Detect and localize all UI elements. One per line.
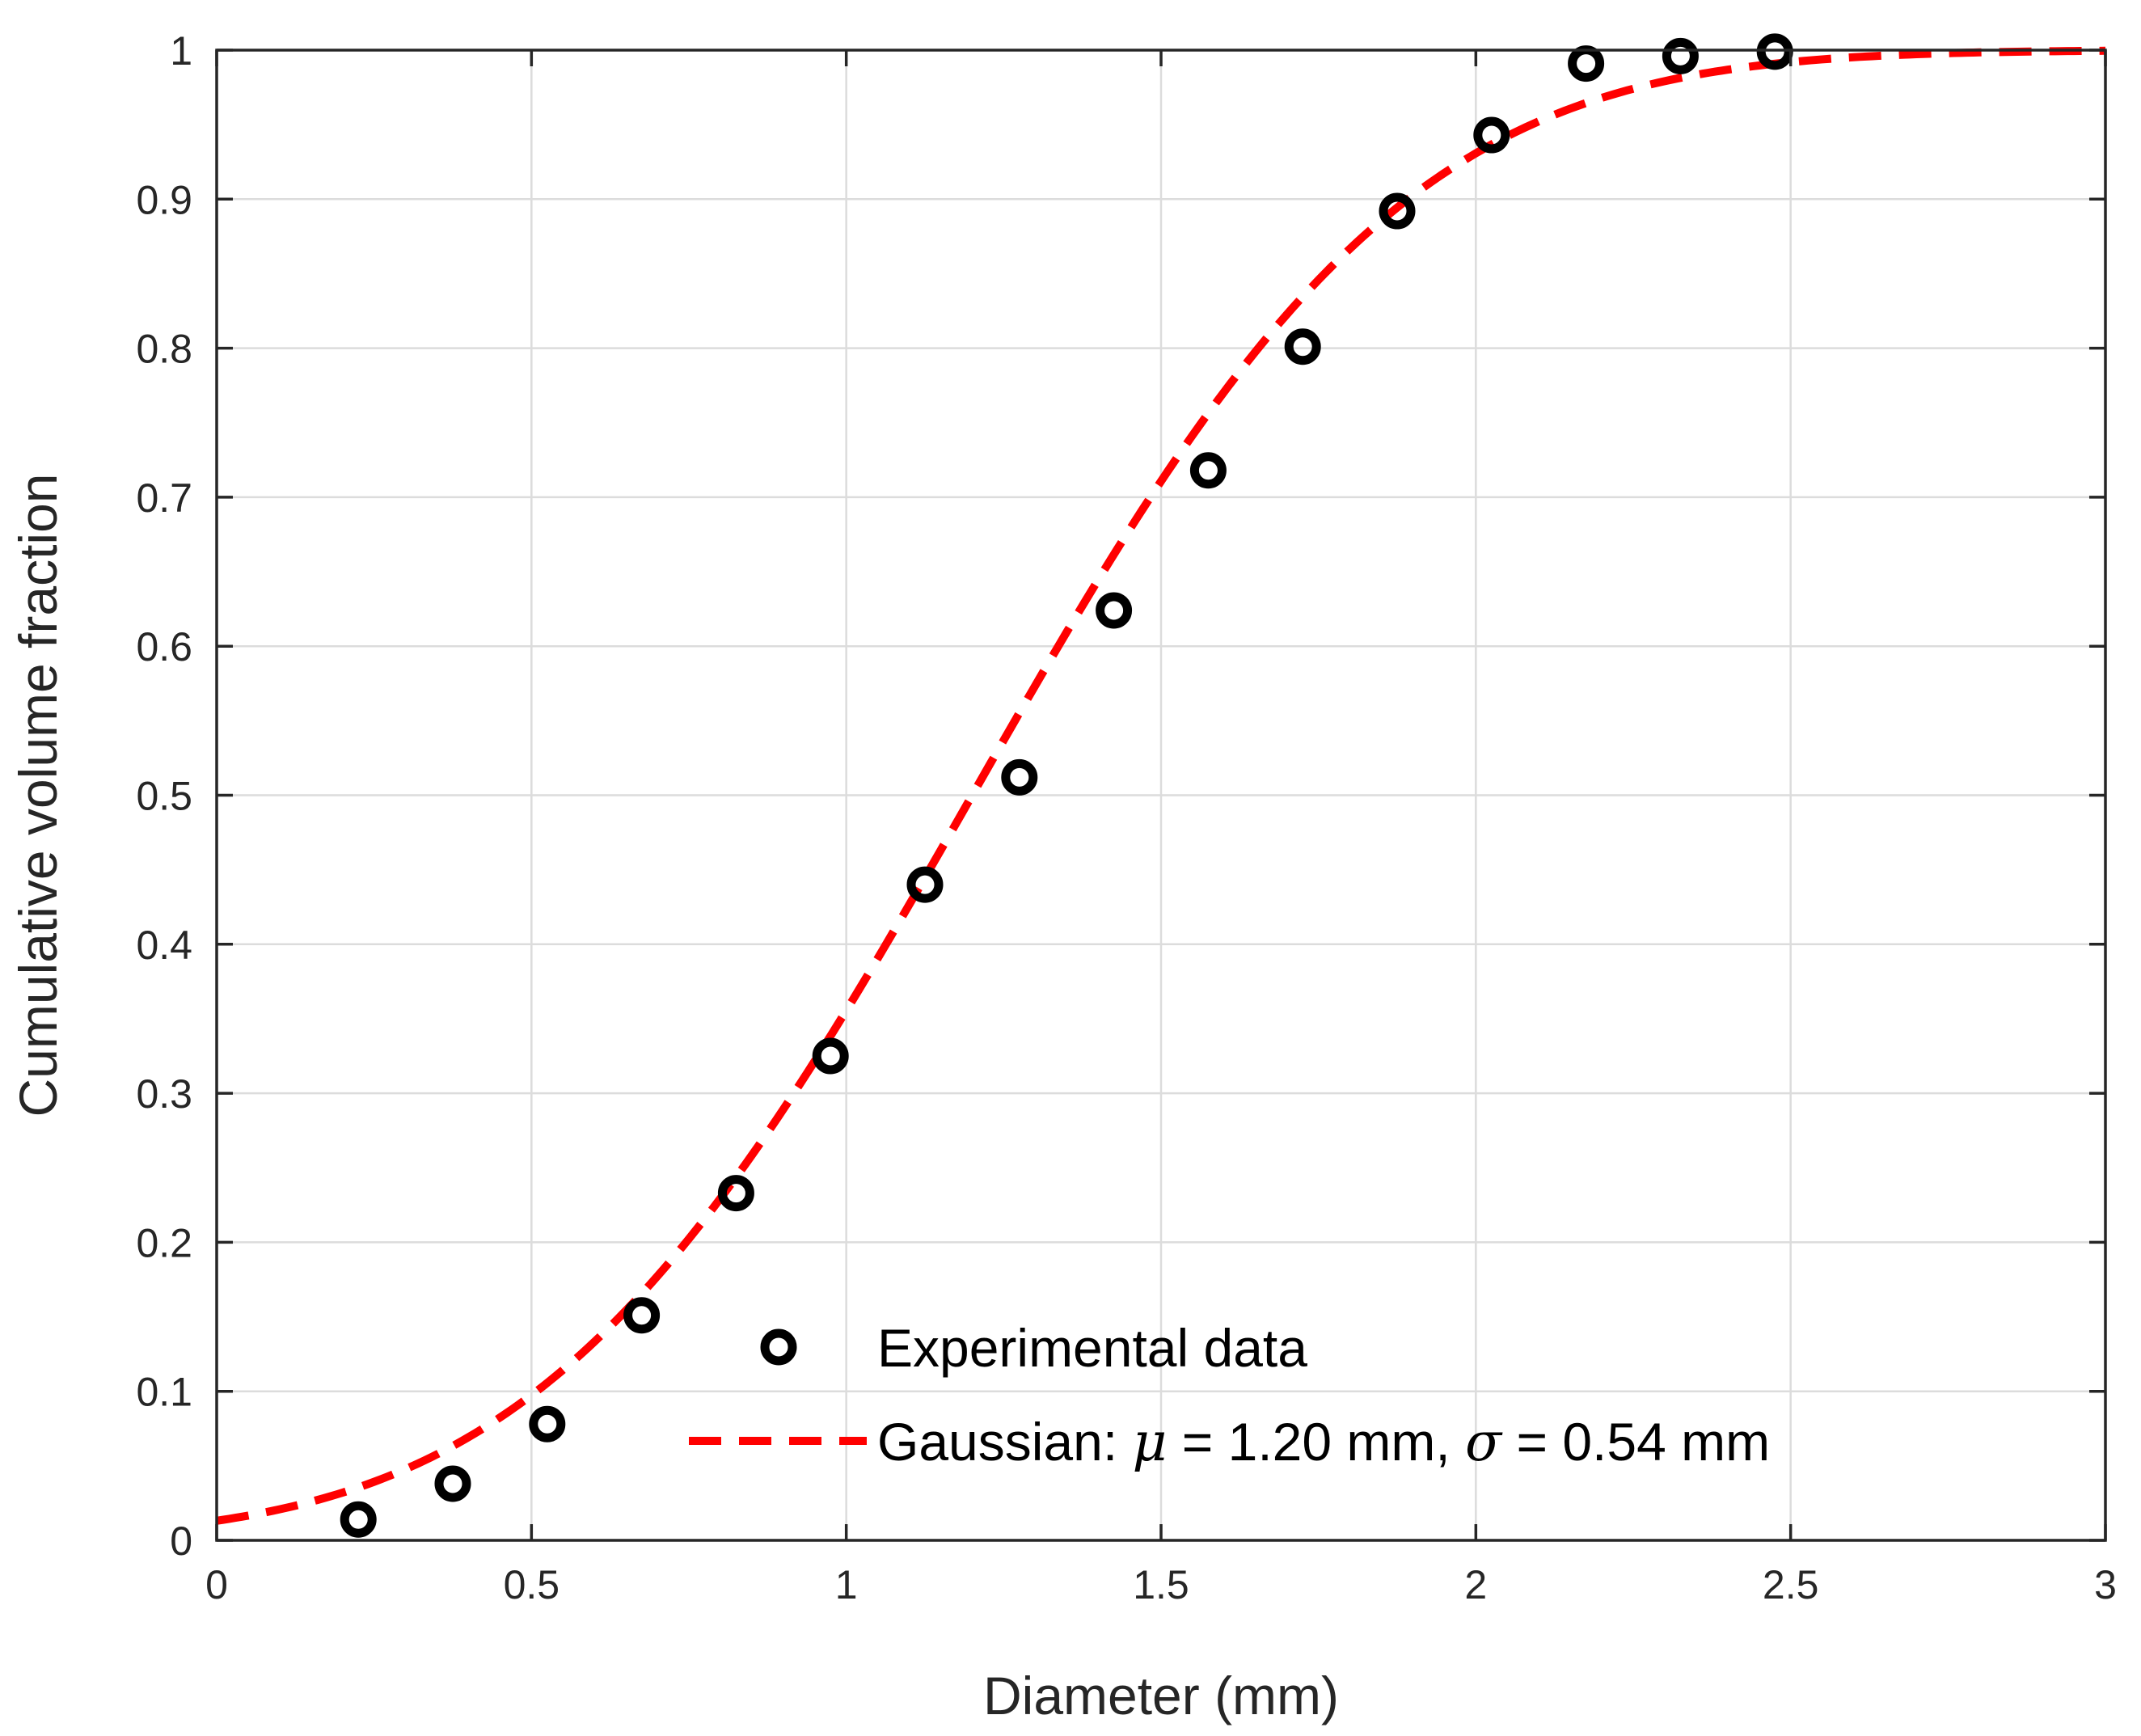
y-tick-labels: 0 0.1 0.2 0.3 0.4 0.5 0.6 0.7 0.8 0.9 1: [136, 28, 192, 1564]
data-point: [529, 1405, 566, 1442]
gaussian-fit-series: [216, 46, 2106, 1525]
legend-mu-symbol: μ: [1133, 1411, 1168, 1473]
experimental-data-series: [340, 33, 1793, 1538]
data-point: [1568, 45, 1605, 82]
data-point: [1662, 37, 1699, 74]
data-point: [1096, 592, 1133, 629]
grid-lines: [217, 50, 2105, 1540]
x-tick-label: 3: [2094, 1562, 2117, 1607]
data-point: [906, 866, 944, 903]
x-tick-labels: 0 0.5 1 1.5 2 2.5 3: [205, 1562, 2117, 1607]
y-tick-label: 0.7: [136, 475, 192, 521]
legend-sigma-symbol: σ: [1465, 1411, 1503, 1473]
legend-label-experimental: Experimental data: [877, 1318, 1307, 1378]
data-point: [1473, 116, 1510, 154]
x-tick-label: 2: [1464, 1562, 1487, 1607]
x-axis-title: Diameter (mm): [983, 1666, 1339, 1725]
legend: Experimental data Gaussian: μ = 1.20 mm,…: [689, 1318, 1770, 1473]
data-point: [623, 1297, 661, 1334]
y-tick-label: 0.8: [136, 327, 192, 372]
y-tick-label: 0: [170, 1518, 192, 1564]
legend-marker-experimental: [760, 1328, 797, 1366]
y-tick-label: 0.3: [136, 1071, 192, 1117]
x-tick-label: 2.5: [1763, 1562, 1819, 1607]
y-tick-label: 0.2: [136, 1220, 192, 1265]
legend-sigma-value: = 0.54 mm: [1501, 1412, 1770, 1472]
data-point: [340, 1501, 377, 1538]
data-point: [1284, 328, 1321, 365]
data-point: [1379, 192, 1416, 230]
data-point: [1756, 33, 1793, 70]
y-tick-label: 1: [170, 28, 192, 74]
x-tick-label: 1: [835, 1562, 858, 1607]
data-point: [434, 1465, 471, 1502]
legend-gaussian-prefix: Gaussian:: [877, 1412, 1133, 1472]
tick-marks: [215, 49, 2107, 1542]
legend-label-gaussian: Gaussian: μ = 1.20 mm, σ = 0.54 mm: [877, 1411, 1770, 1473]
x-tick-label: 0: [205, 1562, 228, 1607]
data-point: [717, 1175, 754, 1212]
y-tick-label: 0.4: [136, 923, 192, 968]
y-tick-label: 0.6: [136, 624, 192, 669]
legend-mu-value: = 1.20 mm,: [1167, 1412, 1465, 1472]
x-tick-label: 0.5: [504, 1562, 560, 1607]
x-tick-label: 1.5: [1133, 1562, 1189, 1607]
data-point: [1001, 758, 1038, 796]
y-tick-label: 0.9: [136, 177, 192, 222]
y-axis-title: Cumulative volume fraction: [8, 474, 68, 1117]
y-tick-label: 0.1: [136, 1370, 192, 1415]
data-point: [1189, 452, 1227, 489]
y-tick-label: 0.5: [136, 774, 192, 819]
gaussian-fit-line: [216, 46, 2106, 1525]
data-point: [812, 1037, 849, 1075]
